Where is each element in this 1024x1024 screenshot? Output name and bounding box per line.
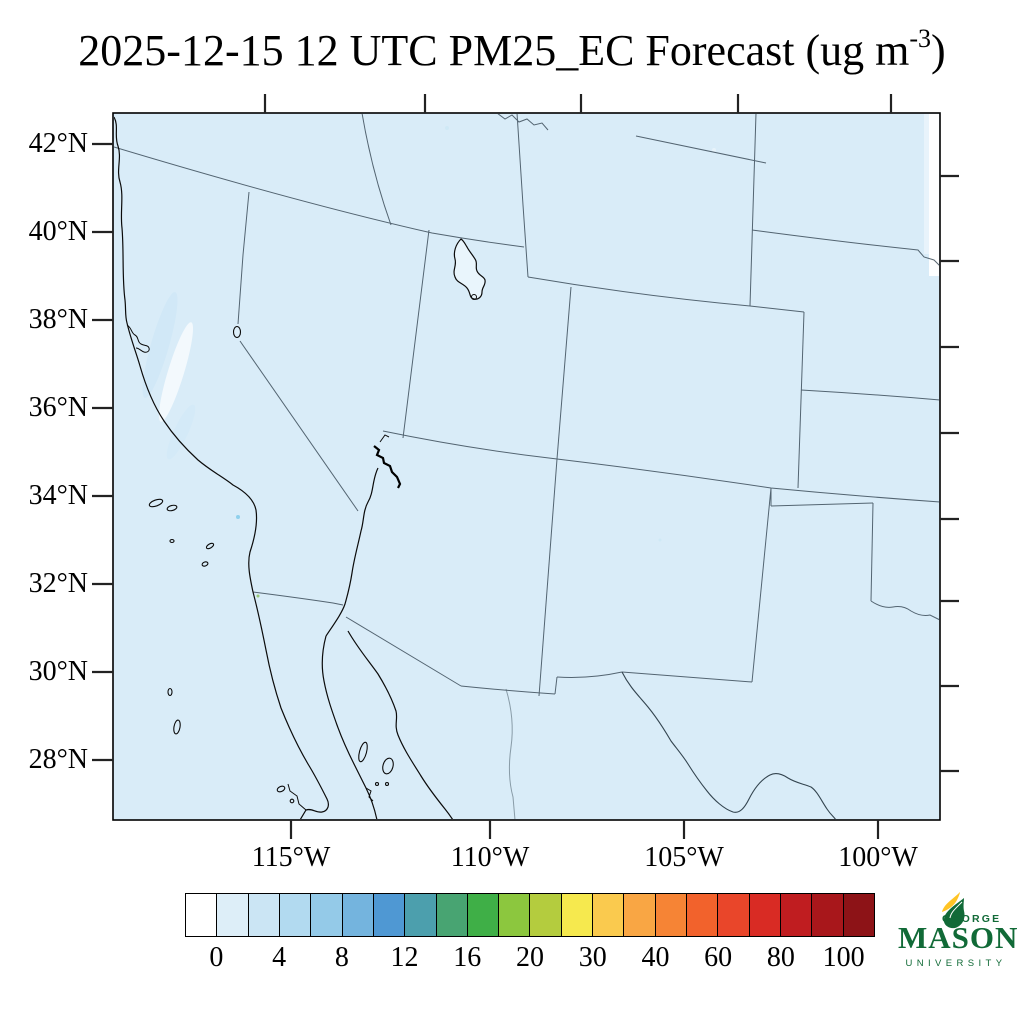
colorbar-cell [342, 894, 374, 936]
colorbar-cell [373, 894, 406, 936]
lat-label: 40°N [28, 216, 88, 247]
gmu-flame-icon [942, 892, 965, 929]
colorbar-cell [467, 894, 500, 936]
colorbar-cell [687, 894, 719, 936]
gmu-logo-mason: MASON [898, 920, 1019, 955]
colorbar-tick-label: 100 [822, 942, 865, 973]
lon-label: 115°W [251, 842, 331, 873]
lat-label: 28°N [28, 744, 88, 775]
islands [148, 498, 394, 804]
lat-label: 34°N [28, 480, 88, 511]
colorbar-cell [655, 894, 687, 936]
colorbar-cell [530, 894, 562, 936]
colorbar [185, 893, 875, 937]
map-background [113, 113, 940, 820]
rivers-lakes [232, 238, 836, 819]
colorbar-tick-label: 12 [390, 942, 419, 973]
colorbar-tick-label: 20 [516, 942, 544, 973]
colorbar-cell [279, 894, 312, 936]
colorbar-cell [749, 894, 781, 936]
colorbar-cell [248, 894, 280, 936]
axis-ticks [92, 94, 959, 839]
colorbar-cell [499, 894, 531, 936]
colorbar-tick-label: 80 [766, 942, 795, 973]
colorbar-cell [780, 894, 813, 936]
lat-label: 36°N [28, 392, 88, 423]
lat-label: 38°N [28, 304, 88, 335]
colorbar-tick-label: 30 [578, 942, 607, 973]
page-title: 2025-12-15 12 UTC PM25_EC Forecast (ug m… [0, 24, 1024, 76]
colorbar-cell [812, 894, 844, 936]
lat-label: 30°N [28, 656, 88, 687]
gmu-logo: GEORGE MASON UNIVERSITY [898, 892, 1019, 978]
colorbar-cell [405, 894, 437, 936]
colorbar-cell [217, 894, 249, 936]
colorbar-tick-label: 8 [334, 942, 349, 973]
colorbar-cell [311, 894, 343, 936]
lat-label: 32°N [28, 568, 88, 599]
lat-label: 42°N [28, 128, 88, 159]
pm25-shading-patches [142, 114, 939, 598]
colorbar-tick-label: 40 [641, 942, 670, 973]
gmu-logo-george: GEORGE [942, 913, 1002, 925]
title-text: 2025-12-15 12 UTC PM25_EC Forecast (ug m [78, 26, 910, 75]
colorbar-cell [718, 894, 750, 936]
lon-label: 110°W [450, 842, 530, 873]
coastlines [114, 116, 454, 819]
title-superscript: -3 [909, 24, 932, 53]
lon-label: 105°W [644, 842, 724, 873]
colorbar-cell [593, 894, 625, 936]
colorbar-tick-label: 0 [209, 942, 224, 973]
lon-label: 100°W [838, 842, 918, 873]
map-frame [112, 112, 941, 821]
colorbar-cell [561, 894, 594, 936]
colorbar-cell [843, 894, 874, 936]
colorbar-tick-label: 16 [453, 942, 482, 973]
colorbar-cell [624, 894, 656, 936]
colorbar-cell [186, 894, 218, 936]
title-suffix: ) [931, 26, 946, 75]
state-borders [114, 114, 939, 819]
colorbar-tick-label: 60 [704, 942, 733, 973]
colorbar-cell [436, 894, 468, 936]
gmu-logo-university: UNIVERSITY [905, 958, 1007, 969]
colorbar-tick-label: 4 [272, 942, 287, 973]
